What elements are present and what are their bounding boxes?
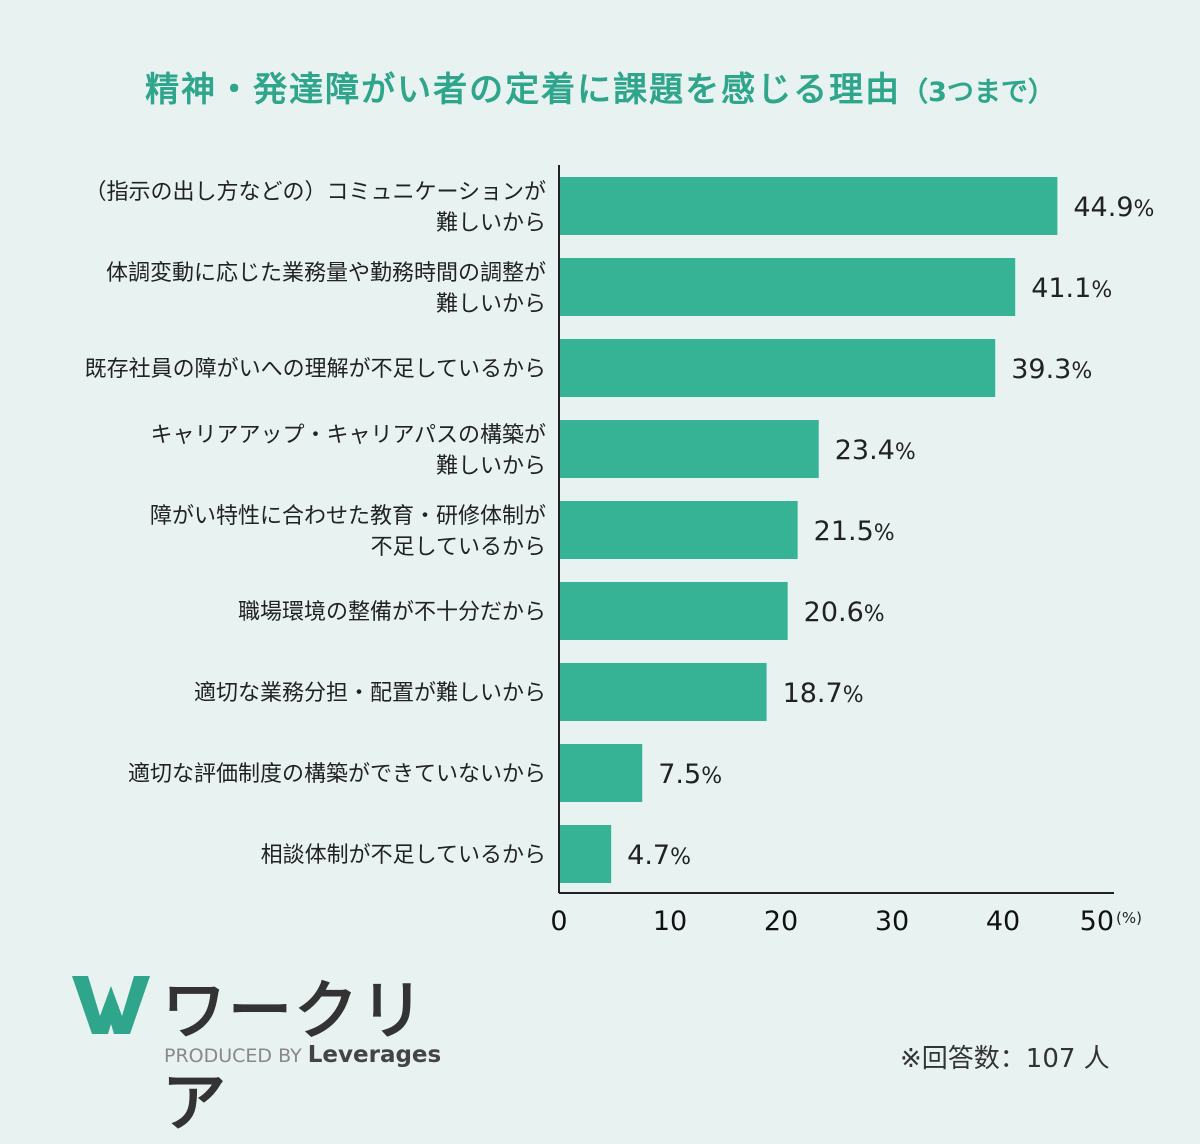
value-label-1: 44.9% bbox=[1073, 192, 1154, 223]
chart-subtitle: （3つまで） bbox=[901, 77, 1055, 108]
bar-6 bbox=[559, 582, 788, 640]
category-label-2-line-1: 体調変動に応じた業務量や勤務時間の調整が bbox=[106, 261, 546, 286]
x-tick-label-40: 40 bbox=[986, 906, 1020, 937]
x-tick-label-20: 20 bbox=[764, 906, 798, 937]
value-label-3: 39.3% bbox=[1011, 354, 1092, 385]
category-label-4-line-2: 難しいから bbox=[436, 454, 546, 479]
category-label-5-line-1: 障がい特性に合わせた教育・研修体制が bbox=[150, 504, 546, 529]
bar-8 bbox=[559, 744, 643, 802]
category-label-1-line-1: （指示の出し方などの）コミュニケーションが bbox=[84, 180, 546, 205]
category-label-4-line-1: キャリアアップ・キャリアパスの構築が bbox=[150, 423, 546, 448]
category-label-5-line-2: 不足しているから bbox=[371, 535, 546, 560]
category-label-8: 適切な評価制度の構築ができていないから bbox=[128, 762, 546, 787]
w-logo-icon bbox=[72, 976, 150, 1034]
value-label-5: 21.5% bbox=[814, 516, 895, 547]
category-label-1-line-2: 難しいから bbox=[436, 211, 546, 236]
x-tick-label-0: 0 bbox=[550, 906, 567, 937]
value-label-4: 23.4% bbox=[835, 435, 916, 466]
bar-1 bbox=[559, 177, 1058, 235]
x-axis-unit: (%) bbox=[1116, 909, 1142, 927]
bar-9 bbox=[559, 825, 612, 883]
x-tick-label-10: 10 bbox=[653, 906, 687, 937]
tagline-brand: Leverages bbox=[307, 1042, 442, 1068]
category-label-3: 既存社員の障がいへの理解が不足しているから bbox=[85, 357, 546, 382]
bar-4 bbox=[559, 420, 819, 478]
value-label-7: 18.7% bbox=[783, 678, 864, 709]
bar-5 bbox=[559, 501, 798, 559]
value-label-2: 41.1% bbox=[1031, 273, 1112, 304]
respondent-count-note: ※回答数：107 人 bbox=[900, 1044, 1110, 1074]
bars-layer bbox=[559, 177, 1058, 883]
x-tick-label-50: 50 bbox=[1080, 906, 1114, 937]
tagline-prefix: PRODUCED BY bbox=[164, 1045, 302, 1067]
bar-7 bbox=[559, 663, 767, 721]
axes-layer: 0 10 20 30 40 50 (%) bbox=[550, 165, 1142, 937]
x-tick-label-30: 30 bbox=[875, 906, 909, 937]
value-label-8: 7.5% bbox=[658, 759, 722, 790]
chart-title: 精神・発達障がい者の定着に課題を感じる理由（3つまで） bbox=[0, 62, 1200, 111]
bar-3 bbox=[559, 339, 996, 397]
category-label-7: 適切な業務分担・配置が難しいから bbox=[194, 681, 546, 706]
value-label-9: 4.7% bbox=[627, 840, 691, 871]
category-label-6: 職場環境の整備が不十分だから bbox=[238, 600, 546, 625]
workclear-logo: ワークリア PRODUCED BY Leverages bbox=[70, 968, 441, 1141]
chart-title-main: 精神・発達障がい者の定着に課題を感じる理由 bbox=[145, 70, 902, 110]
category-label-9: 相談体制が不足しているから bbox=[261, 843, 546, 868]
bar-2 bbox=[559, 258, 1016, 316]
category-label-2-line-2: 難しいから bbox=[436, 292, 546, 317]
logo-tagline: PRODUCED BY Leverages bbox=[164, 1042, 441, 1068]
value-label-6: 20.6% bbox=[804, 597, 885, 628]
